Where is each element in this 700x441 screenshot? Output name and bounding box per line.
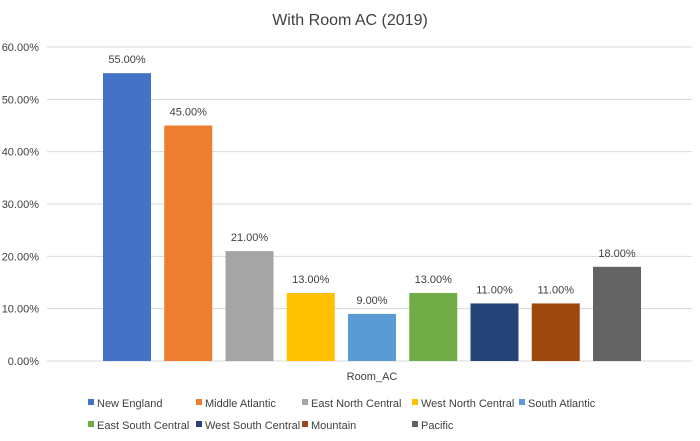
y-tick-label: 10.00% [2,304,40,316]
bar-south-atlantic [348,313,396,361]
data-labels: 55.00% 45.00% 21.00% 13.00% 9.00% 13.00% 11.00… [108,54,636,307]
legend-item-label: East South Central [97,420,189,432]
bar-pacific [593,266,641,361]
legend-swatch [412,421,418,427]
legend-item-label: East North Central [311,398,401,410]
y-tick-label: 40.00% [2,147,40,159]
x-axis-label: Room_AC [347,371,398,383]
bar-east-south-central [409,292,458,361]
y-tick-label: 30.00% [2,199,40,211]
data-label: 9.00% [356,295,387,307]
data-label: 11.00% [476,284,513,296]
bar-west-south-central [470,303,519,361]
y-axis-ticks: 0.00% 10.00% 20.00% 30.00% 40.00% 50.00% 60.00… [2,42,40,368]
bar-new-england [103,73,151,362]
legend-swatch [88,421,94,427]
legend-swatch [302,421,308,427]
bar-west-north-central [286,292,335,361]
legend-swatch [302,399,308,405]
legend-swatch [88,399,94,405]
bars [103,73,641,362]
legend-swatch [196,399,202,405]
legend-item-label: Pacific [421,420,454,432]
y-tick-label: 60.00% [2,42,40,54]
data-label: 55.00% [108,54,146,66]
legend: New England Middle Atlantic East North Cen… [88,398,596,432]
data-label: 13.00% [415,274,453,286]
bar-middle-atlantic [164,125,213,361]
legend-item-label: Middle Atlantic [205,398,276,410]
y-tick-label: 20.00% [2,251,40,263]
legend-item-label: West South Central [205,420,300,432]
legend-swatch [412,399,418,405]
legend-swatch [196,421,202,427]
legend-swatch [519,399,525,405]
data-label: 45.00% [170,107,208,119]
y-tick-label: 0.00% [8,356,39,368]
data-label: 11.00% [538,284,575,296]
legend-item-label: Mountain [311,420,356,432]
bar-mountain [531,303,580,361]
data-label: 21.00% [231,232,269,244]
chart-title: With Room AC (2019) [272,12,428,29]
y-tick-label: 50.00% [2,94,40,106]
data-label: 18.00% [598,248,636,260]
legend-item-label: West North Central [421,398,514,410]
bar-east-north-central [225,251,274,361]
data-label: 13.00% [292,274,330,286]
legend-item-label: New England [97,398,162,410]
gridlines [47,46,692,362]
legend-item-label: South Atlantic [528,398,596,410]
